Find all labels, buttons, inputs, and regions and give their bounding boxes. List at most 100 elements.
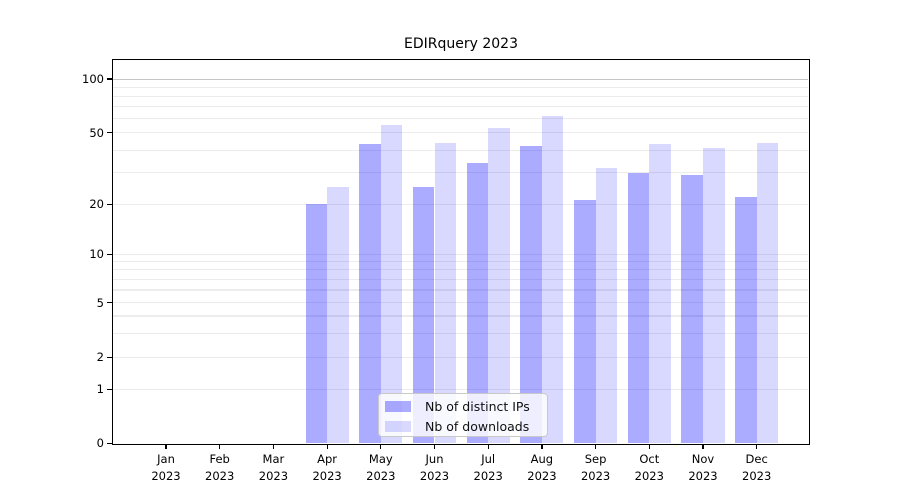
x-tick-label-may: May 2023 (351, 451, 411, 484)
x-tick-label-apr: Apr 2023 (297, 451, 357, 484)
x-tick-mark-mar (272, 444, 275, 449)
x-tick-label-dec: Dec 2023 (727, 451, 787, 484)
x-tick-mark-jan (165, 444, 167, 449)
x-tick-year: 2023 (151, 468, 181, 483)
x-tick-month: Mar (262, 452, 285, 466)
bar-distinct-ips-nov (681, 175, 703, 444)
gridline-y-2 (113, 356, 809, 358)
bar-downloads-jul (488, 128, 510, 444)
x-tick-mark-oct (648, 444, 650, 449)
x-tick-mark-sep (595, 444, 597, 449)
chart-title: EDIRquery 2023 (404, 36, 518, 52)
legend-swatch-distinct-ips (385, 401, 411, 412)
gridline-y-40 (113, 149, 809, 151)
x-tick-mark-jun (433, 444, 436, 449)
y-tick-label-5: 5 (96, 295, 104, 310)
gridline-y-1 (113, 388, 809, 390)
legend: Nb of distinct IPs Nb of downloads (378, 392, 548, 437)
x-tick-mark-nov (702, 444, 704, 449)
gridline-y-90 (113, 86, 809, 88)
bar-distinct-ips-jul (466, 162, 489, 444)
gridline-y-100 (113, 78, 809, 80)
x-tick-label-jul: Jul 2023 (458, 451, 518, 484)
bar-distinct-ips-aug (520, 146, 542, 444)
x-tick-mark-feb (219, 444, 221, 449)
x-tick-mark-dec (756, 444, 758, 449)
x-tick-year: 2023 (366, 468, 396, 483)
x-tick-mark-apr (326, 444, 328, 449)
y-tick-mark-2 (106, 356, 113, 358)
x-tick-mark-may (380, 444, 382, 449)
bar-distinct-ips-jun (412, 186, 435, 444)
x-tick-month: Jul (481, 452, 496, 466)
gridline-y-3 (113, 332, 809, 334)
legend-label-distinct-ips: Nb of distinct IPs (425, 399, 530, 415)
y-tick-label-0: 0 (96, 436, 104, 451)
y-tick-label-50: 50 (89, 125, 104, 140)
gridline-y-6 (113, 289, 809, 291)
bar-downloads-aug (541, 116, 564, 444)
x-tick-month: Feb (209, 452, 230, 466)
x-tick-label-sep: Sep 2023 (566, 451, 626, 484)
y-tick-mark-50 (106, 132, 113, 134)
y-tick-mark-5 (106, 302, 113, 304)
bar-downloads-jun (434, 142, 457, 444)
bar-distinct-ips-sep (574, 200, 596, 444)
x-tick-label-mar: Mar 2023 (243, 451, 303, 484)
x-tick-year: 2023 (312, 468, 342, 483)
x-tick-year: 2023 (419, 468, 450, 483)
bar-distinct-ips-oct (627, 172, 650, 444)
y-tick-label-20: 20 (89, 197, 104, 212)
gridline-y-70 (113, 106, 809, 108)
gridline-y-30 (113, 172, 809, 174)
bar-downloads-sep (595, 167, 618, 444)
x-tick-label-nov: Nov 2023 (673, 451, 733, 484)
gridline-y-4 (113, 315, 809, 317)
y-tick-mark-1 (106, 388, 113, 390)
x-tick-year: 2023 (527, 468, 557, 483)
x-tick-year: 2023 (688, 468, 718, 483)
x-tick-year: 2023 (580, 468, 611, 483)
x-tick-label-aug: Aug 2023 (512, 451, 572, 484)
gridline-y-10 (113, 253, 809, 255)
x-tick-label-jun: Jun 2023 (405, 451, 465, 484)
y-tick-label-100: 100 (82, 72, 104, 86)
bar-distinct-ips-dec (735, 196, 757, 444)
x-tick-month: Sep (584, 452, 607, 466)
x-tick-mark-jul (487, 444, 489, 449)
x-tick-month: Nov (691, 452, 715, 466)
y-tick-label-10: 10 (89, 247, 104, 262)
y-tick-mark-20 (106, 203, 113, 205)
legend-label-downloads: Nb of downloads (425, 419, 530, 435)
y-tick-mark-100 (106, 78, 113, 80)
bar-downloads-dec (756, 142, 779, 444)
x-tick-label-feb: Feb 2023 (190, 451, 250, 484)
x-tick-month: May (368, 452, 393, 466)
x-tick-month: Jun (425, 452, 444, 466)
x-tick-month: Jan (157, 452, 175, 466)
y-tick-mark-10 (106, 253, 113, 255)
bar-downloads-nov (703, 148, 725, 444)
gridline-y-60 (113, 118, 809, 120)
x-tick-month: Oct (639, 452, 660, 466)
x-tick-month: Aug (530, 452, 554, 466)
x-tick-year: 2023 (258, 468, 289, 483)
gridline-y-80 (113, 95, 809, 97)
x-tick-month: Apr (317, 452, 338, 466)
x-tick-month: Dec (745, 452, 768, 466)
gridline-y-5 (113, 302, 809, 304)
x-tick-mark-aug (541, 444, 543, 449)
y-tick-mark-0 (106, 442, 113, 445)
gridline-y-7 (113, 278, 809, 280)
gridline-y-50 (113, 132, 809, 134)
x-tick-year: 2023 (473, 468, 503, 483)
x-tick-year: 2023 (742, 468, 772, 483)
gridline-y-20 (113, 203, 809, 205)
bar-downloads-oct (649, 144, 671, 444)
bar-distinct-ips-apr (305, 204, 328, 444)
x-tick-label-oct: Oct 2023 (619, 451, 679, 484)
bar-downloads-may (380, 125, 403, 444)
bar-downloads-apr (327, 186, 349, 444)
legend-swatch-downloads (385, 421, 411, 432)
